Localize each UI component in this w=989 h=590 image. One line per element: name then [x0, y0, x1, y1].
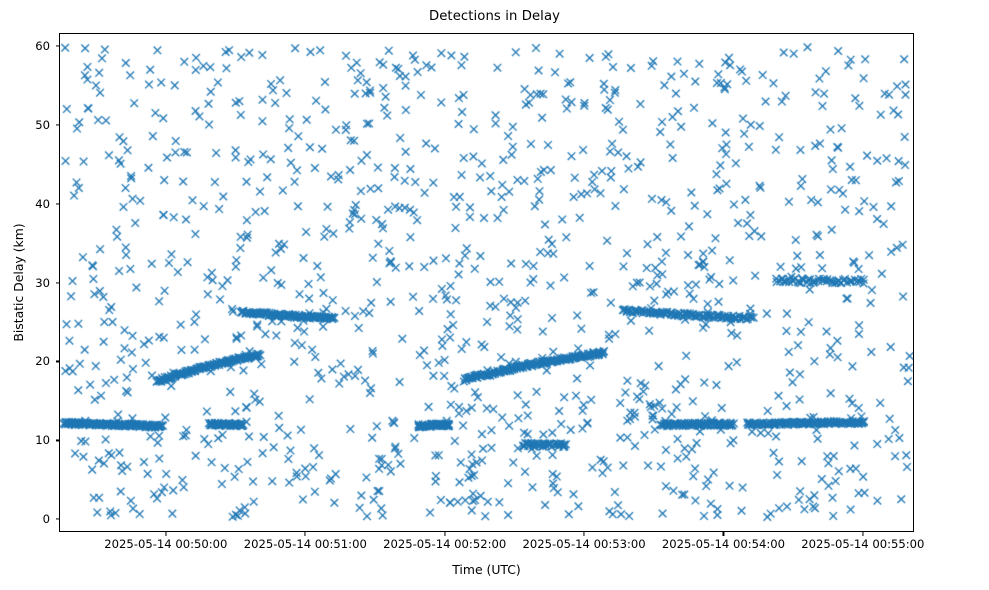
- x-tick-mark: [165, 532, 167, 536]
- x-tick-mark: [862, 532, 864, 536]
- y-tick-mark: [55, 439, 59, 441]
- x-tick-mark: [722, 532, 725, 536]
- x-tick-label: 2025-05-14 00:50:00: [104, 537, 228, 551]
- y-axis-label: Bistatic Delay (km): [11, 223, 26, 342]
- x-axis-label: Time (UTC): [452, 562, 521, 577]
- y-tick-label: 30: [35, 275, 50, 290]
- scatter-canvas: [60, 34, 913, 531]
- y-tick-label: 40: [35, 196, 50, 211]
- x-tick-label: 2025-05-14 00:55:00: [801, 537, 925, 551]
- plot-area[interactable]: [59, 33, 914, 532]
- y-tick-mark: [55, 202, 59, 205]
- page-title: Detections in Delay: [428, 9, 561, 24]
- y-tick-label: 10: [35, 433, 50, 448]
- y-tick-mark: [55, 360, 59, 362]
- x-tick-mark: [304, 532, 306, 536]
- y-tick-label: 60: [35, 38, 50, 53]
- x-tick-label: 2025-05-14 00:53:00: [522, 537, 646, 551]
- x-tick-label: 2025-05-14 00:51:00: [243, 537, 367, 551]
- y-tick-mark: [55, 281, 59, 284]
- y-tick-label: 0: [42, 512, 50, 527]
- y-tick-mark: [55, 124, 59, 126]
- y-tick-label: 50: [35, 117, 50, 132]
- x-tick-label: 2025-05-14 00:52:00: [383, 537, 507, 551]
- y-tick-label: 20: [35, 354, 50, 369]
- x-tick-label: 2025-05-14 00:54:00: [661, 537, 786, 551]
- x-tick-mark: [444, 532, 446, 536]
- y-tick-mark: [55, 45, 59, 47]
- y-tick-mark: [55, 518, 59, 520]
- x-tick-mark: [583, 532, 585, 536]
